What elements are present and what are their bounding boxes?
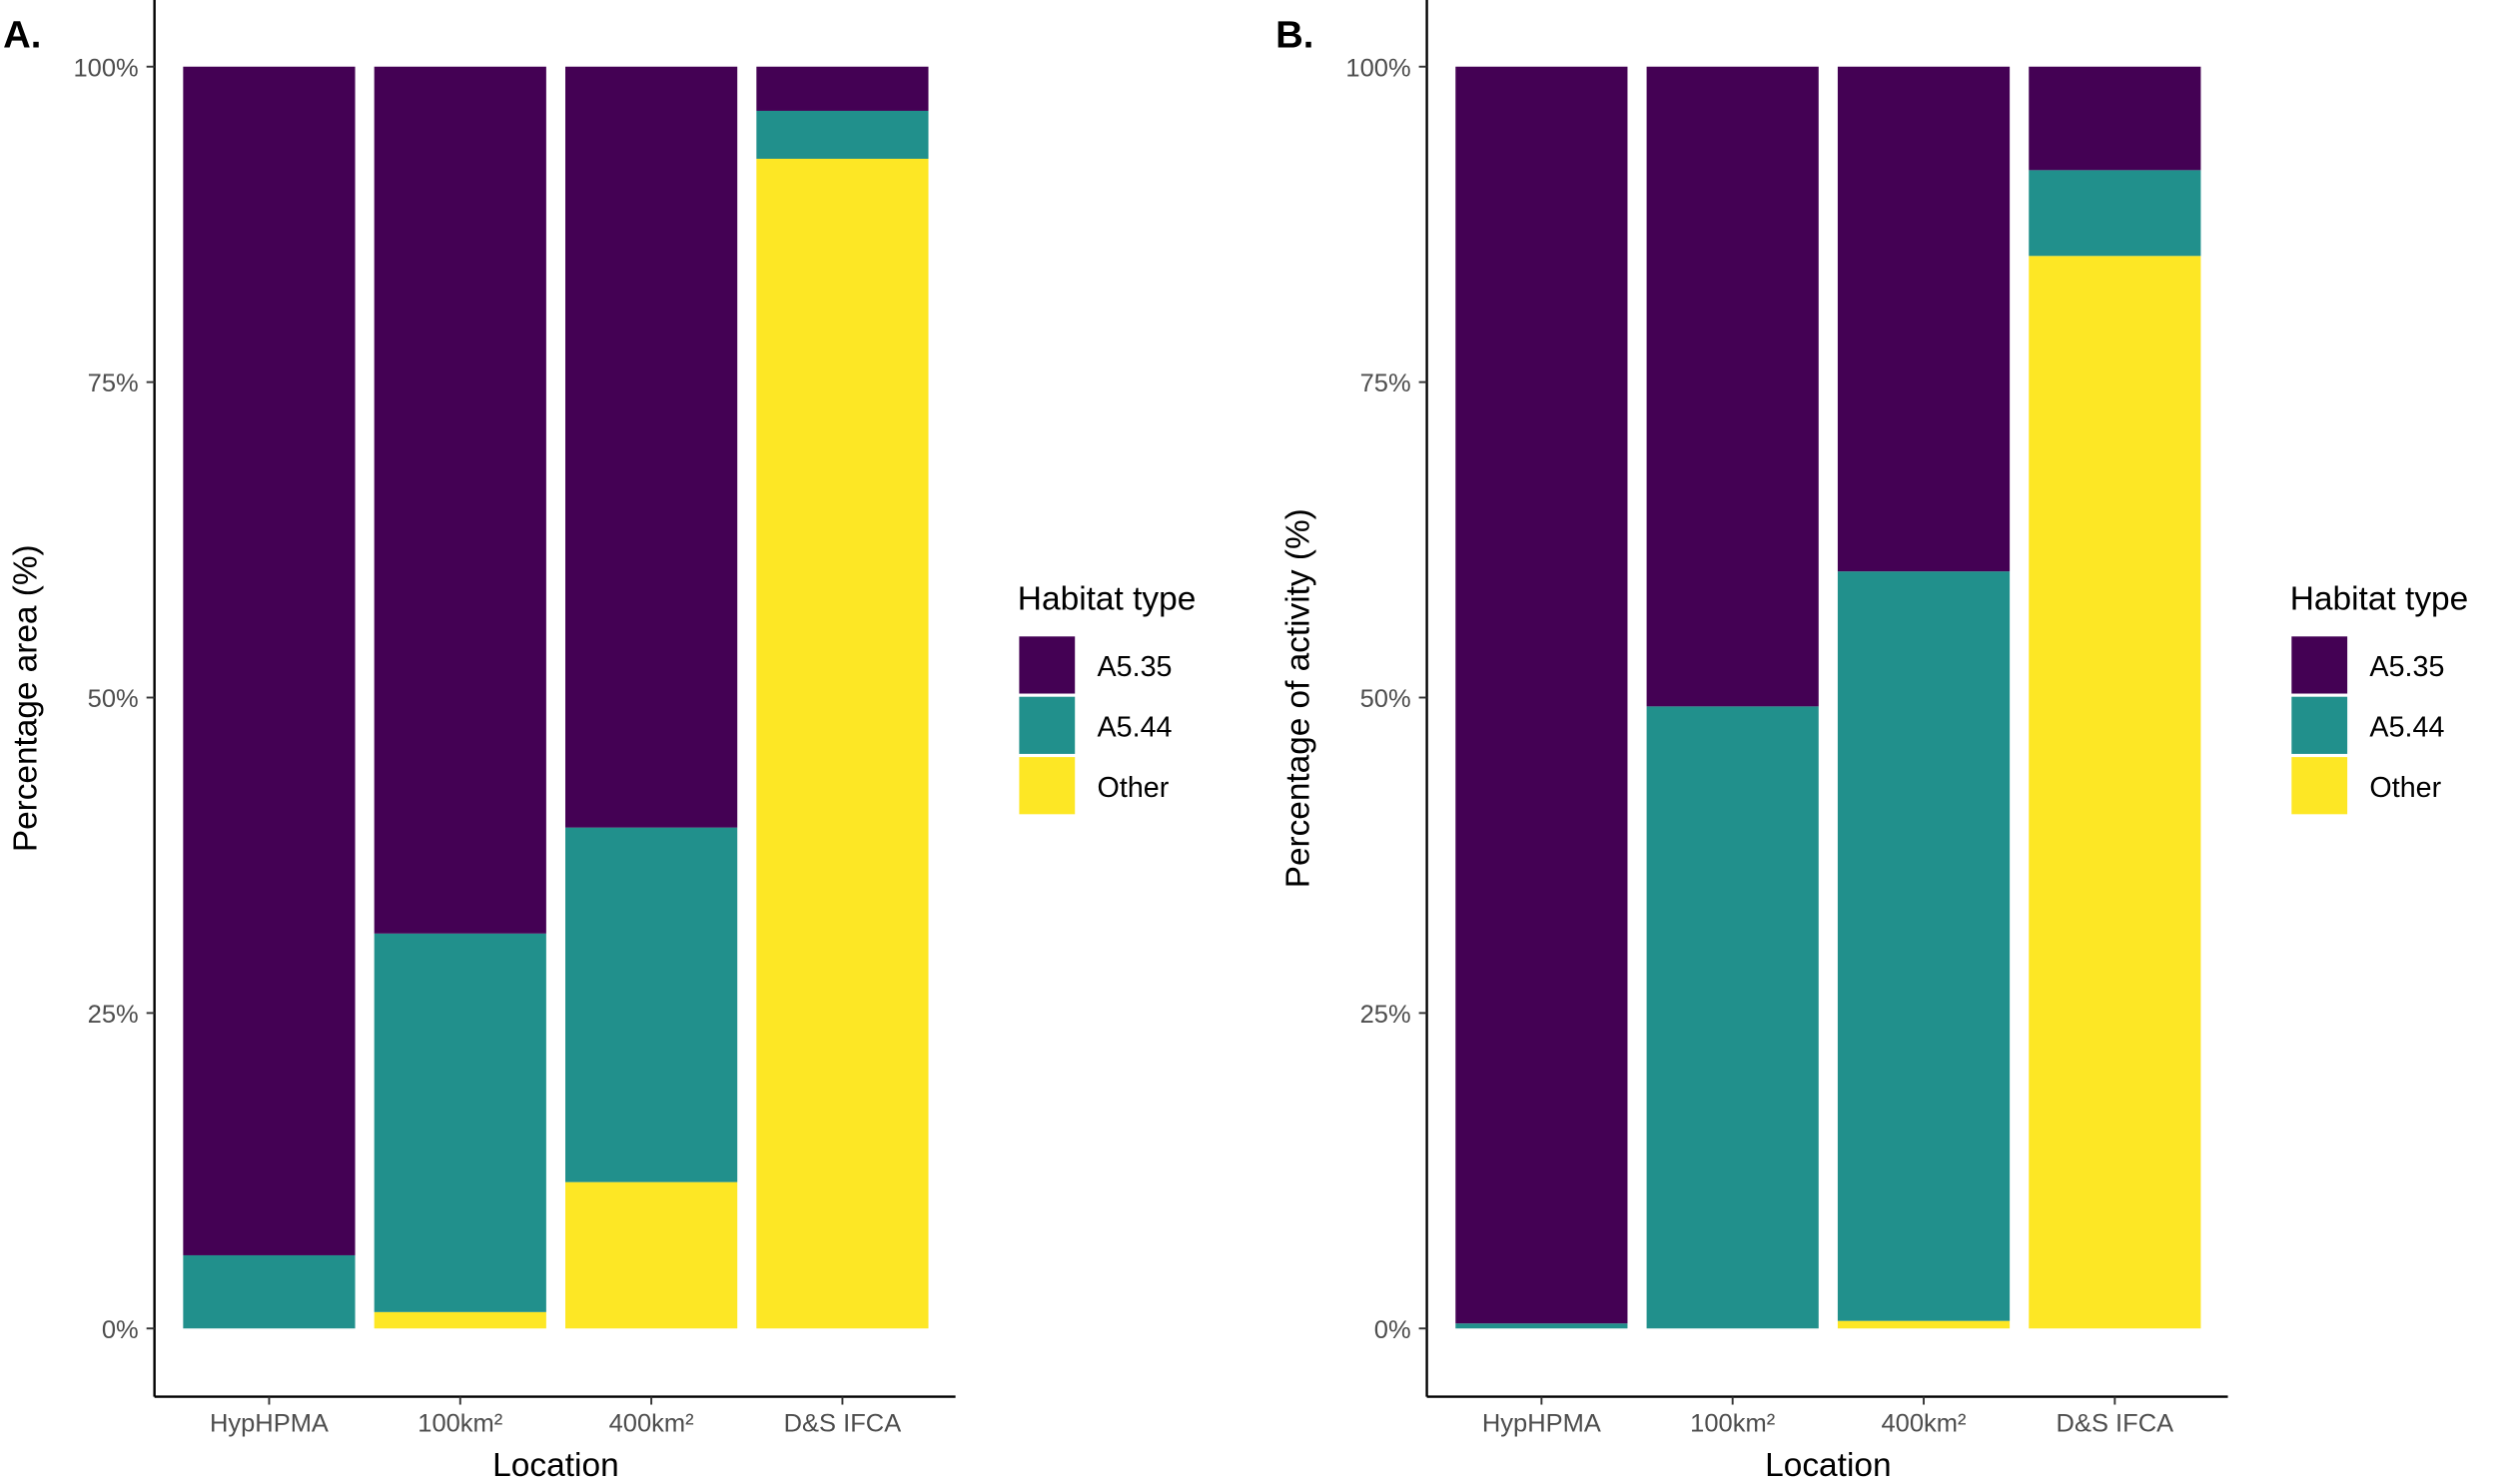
bar-segment-other [374,1311,546,1329]
y-tick-label: 25% [1360,1001,1411,1029]
x-axis-title: Location [1765,1447,1892,1484]
bar-segment-other [756,158,929,1329]
bar-segment-a5-35 [183,66,356,1255]
bar-segment-a5-44 [183,1254,356,1329]
y-tick-label: 50% [1360,685,1411,713]
x-axis-title: Location [492,1447,619,1484]
x-tick-label: 400km² [609,1410,694,1438]
bar-segment-other [1837,1320,2011,1329]
bar-segment-a5-44 [2029,170,2201,257]
legend-label: Other [2369,772,2441,804]
y-tick-label: 0% [102,1316,139,1344]
panel-b: B. 0% 25% 50% 75% 100% HypHPMA 100km² 400km² D&S … [1275,0,2468,1484]
x-tick-label: D&S IFCA [2057,1410,2174,1438]
y-axis-title: Percentage area (%) [8,544,45,852]
x-tick-label: 100km² [1690,1410,1775,1438]
x-tick-label: D&S IFCA [784,1410,902,1438]
legend-swatch [2291,696,2348,754]
legend-label: Other [1098,772,1170,804]
legend: Habitat type A5.35 A5.44 Other [1018,580,1197,815]
bar-segment-a5-35 [1646,66,1819,707]
legend-swatch [1019,696,1076,754]
legend-swatch [2291,636,2348,694]
y-tick-label: 100% [73,54,138,82]
y-tick-label: 25% [88,1001,139,1029]
legend-label: A5.44 [1098,711,1173,743]
bar-segment-a5-35 [565,66,738,828]
bar-segment-a5-44 [756,110,929,159]
legend-title: Habitat type [1018,580,1197,617]
y-tick-label: 0% [1374,1316,1411,1344]
legend-swatch [1019,757,1076,815]
bar-segment-a5-35 [1455,66,1628,1324]
bar-segment-a5-44 [374,933,546,1312]
bar-segment-a5-44 [1646,706,1819,1329]
bar-segment-a5-44 [565,827,738,1182]
bar-segment-a5-35 [2029,66,2201,171]
y-tick-label: 100% [1345,54,1410,82]
x-tick-label: HypHPMA [210,1410,329,1438]
legend-swatch [2291,757,2348,815]
y-axis-title: Percentage of activity (%) [1280,508,1317,888]
bar-segment-a5-35 [374,66,546,934]
bar-segment-a5-44 [1455,1323,1628,1329]
bar-segment-other [565,1181,738,1329]
bar-segment-a5-44 [1837,571,2011,1321]
legend-label: A5.35 [1098,651,1173,683]
x-tick-label: HypHPMA [1482,1410,1601,1438]
bar-segment-other [2029,256,2201,1329]
y-tick-label: 75% [1360,370,1411,397]
panel-a: A. 0% 25% 50% 75% 100% HypHPMA 100km² 400km² D&S … [3,0,1196,1484]
panel-label: B. [1275,14,1313,57]
y-tick-label: 50% [88,685,139,713]
legend: Habitat type A5.35 A5.44 Other [2290,580,2469,815]
y-tick-label: 75% [88,370,139,397]
bar-segment-a5-35 [756,66,929,111]
legend-label: A5.35 [2369,651,2444,683]
panel-label: A. [3,14,41,57]
x-tick-label: 100km² [417,1410,502,1438]
legend-label: A5.44 [2369,711,2444,743]
bar-segment-a5-35 [1837,66,2011,572]
legend-title: Habitat type [2290,580,2469,617]
legend-swatch [1019,636,1076,694]
x-tick-label: 400km² [1882,1410,1967,1438]
